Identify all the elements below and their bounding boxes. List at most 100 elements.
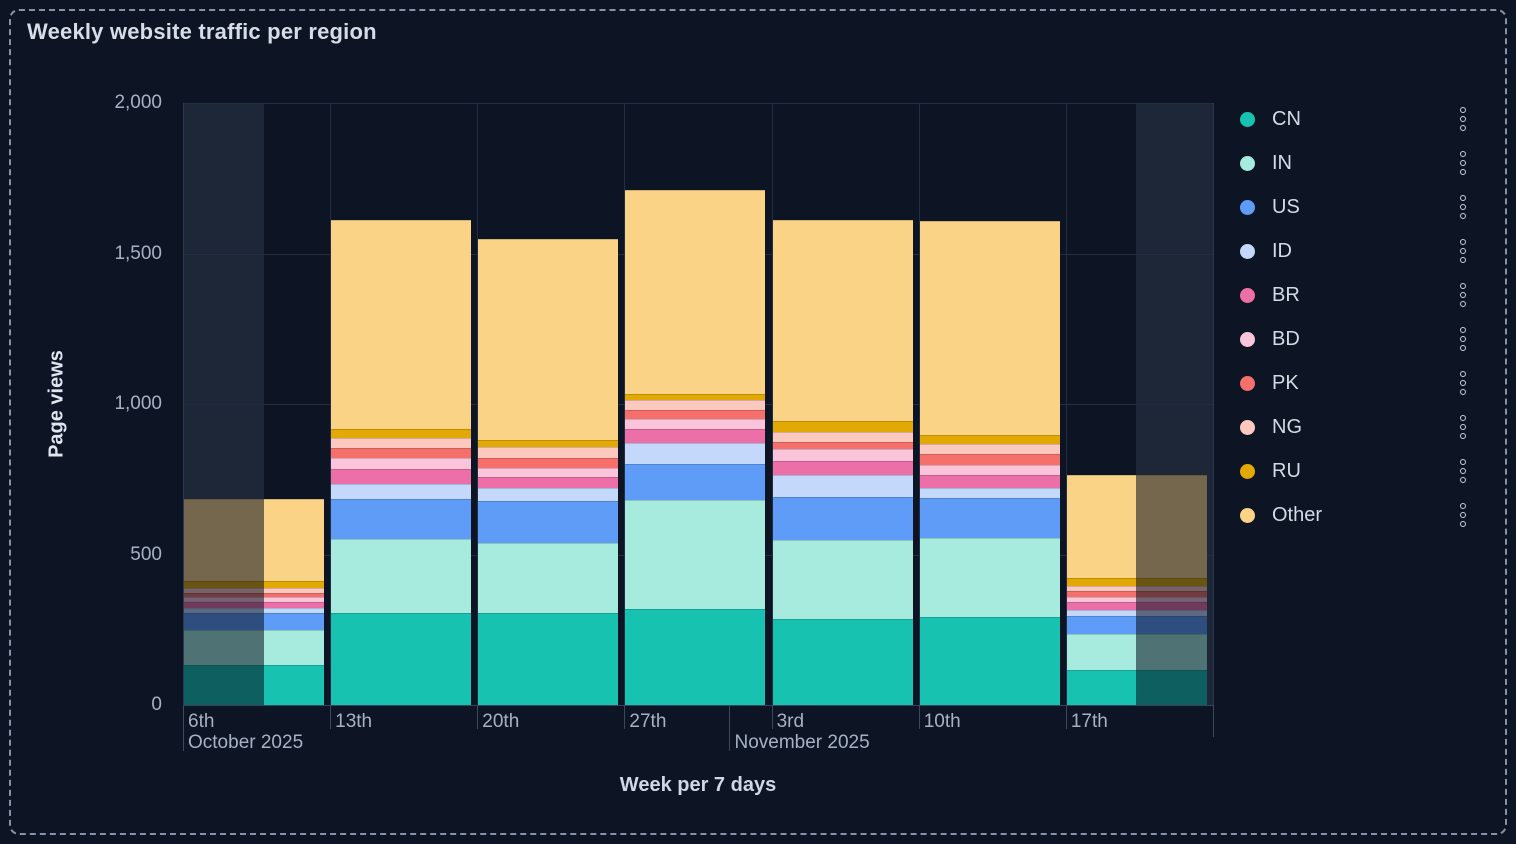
kebab-vertical-icon[interactable] [1456,235,1471,268]
bar-segment-ru[interactable] [919,434,1060,445]
bar-segment-ng[interactable] [919,444,1060,455]
grid-line-vertical [918,103,920,705]
bar-segment-cn[interactable] [478,613,619,705]
bar-segment-id[interactable] [331,484,472,499]
bar-segment-in[interactable] [625,500,766,610]
y-tick-label: 2,000 [114,92,162,113]
bar-segment-br[interactable] [331,469,472,485]
x-tick-label: 27th [629,711,667,732]
legend-item-us[interactable]: US [1240,185,1470,229]
month-label: November 2025 [734,732,870,753]
bar-segment-bd[interactable] [625,419,766,430]
bar-segment-ru[interactable] [478,440,619,447]
bar-segment-cn[interactable] [331,613,472,705]
grid-line-horizontal [183,103,1213,104]
bar-segment-id[interactable] [625,443,766,465]
grid-line-vertical [771,103,773,705]
bar[interactable] [625,190,766,705]
bar-segment-pk[interactable] [772,441,913,450]
legend-swatch-icon [1240,287,1255,303]
bar-segment-ru[interactable] [331,429,472,439]
legend-item-label: ID [1272,239,1292,262]
bar-segment-cn[interactable] [919,617,1060,705]
kebab-vertical-icon[interactable] [1456,279,1471,312]
bar-segment-br[interactable] [919,475,1060,489]
bar-segment-pk[interactable] [331,447,472,459]
bar-segment-us[interactable] [478,500,619,544]
bar[interactable] [478,238,619,705]
bar[interactable] [331,220,472,705]
legend-item-cn[interactable]: CN [1240,97,1470,141]
kebab-vertical-icon[interactable] [1456,411,1471,444]
bar-segment-us[interactable] [625,464,766,501]
bar-segment-bd[interactable] [478,467,619,478]
bar[interactable] [919,220,1060,705]
bar[interactable] [1066,474,1207,705]
legend-item-pk[interactable]: PK [1240,361,1470,405]
legend-swatch-icon [1240,375,1255,391]
bar-segment-pk[interactable] [919,454,1060,466]
bar-segment-br[interactable] [625,429,766,444]
bar-segment-in[interactable] [772,540,913,620]
legend-item-in[interactable]: IN [1240,141,1470,185]
x-axis-line [183,705,1213,706]
bar-segment-id[interactable] [772,475,913,497]
bar-segment-ru[interactable] [625,393,766,401]
legend-item-other[interactable]: Other [1240,493,1470,537]
legend-item-label: IN [1272,151,1292,174]
kebab-vertical-icon[interactable] [1456,367,1471,400]
legend-item-id[interactable]: ID [1240,229,1470,273]
axis-tick [477,705,479,729]
kebab-vertical-icon[interactable] [1456,455,1471,488]
bar-segment-pk[interactable] [478,457,619,468]
x-tick-label: 3rd [776,711,805,732]
axis-tick [624,705,626,729]
month-label: October 2025 [188,732,304,753]
kebab-vertical-icon[interactable] [1456,147,1471,180]
bar-segment-bd[interactable] [919,465,1060,476]
bar-segment-in[interactable] [478,543,619,614]
legend-item-label: BD [1272,327,1300,350]
bar-segment-cn[interactable] [625,609,766,705]
bar-segment-ng[interactable] [478,446,619,458]
bar-segment-other[interactable] [919,220,1060,435]
bar-segment-ng[interactable] [772,431,913,442]
kebab-vertical-icon[interactable] [1456,323,1471,356]
bar-segment-other[interactable] [625,190,766,394]
x-tick-label: 20th [482,711,520,732]
kebab-vertical-icon[interactable] [1456,499,1471,532]
bar-segment-ng[interactable] [331,438,472,448]
x-tick-label: 17th [1070,711,1108,732]
bar-segment-other[interactable] [331,220,472,430]
bar-segment-in[interactable] [331,538,472,614]
bar-segment-id[interactable] [919,488,1060,499]
bar-segment-ng[interactable] [625,400,766,411]
legend-item-ru[interactable]: RU [1240,449,1470,493]
bar[interactable] [772,220,913,705]
legend-item-label: NG [1272,415,1302,438]
bar-segment-cn[interactable] [772,619,913,705]
bar-segment-us[interactable] [331,498,472,539]
legend-item-bd[interactable]: BD [1240,317,1470,361]
bar[interactable] [184,498,324,705]
legend-swatch-icon [1240,155,1255,171]
bar-segment-us[interactable] [919,498,1060,538]
bar-segment-bd[interactable] [331,458,472,470]
legend-swatch-icon [1240,111,1255,127]
y-tick-label: 0 [151,694,162,715]
x-tick-label: 13th [335,711,373,732]
bar-segment-in[interactable] [919,537,1060,618]
bar-segment-br[interactable] [772,460,913,476]
bar-segment-ru[interactable] [772,420,913,432]
bar-segment-us[interactable] [772,496,913,541]
bar-segment-id[interactable] [478,487,619,501]
kebab-vertical-icon[interactable] [1456,103,1471,136]
kebab-vertical-icon[interactable] [1456,191,1471,224]
legend-item-br[interactable]: BR [1240,273,1470,317]
bar-segment-pk[interactable] [625,410,766,420]
legend-item-ng[interactable]: NG [1240,405,1470,449]
bar-segment-other[interactable] [772,220,913,421]
bar-segment-other[interactable] [478,238,619,441]
bar-segment-br[interactable] [478,477,619,488]
bar-segment-bd[interactable] [772,449,913,461]
